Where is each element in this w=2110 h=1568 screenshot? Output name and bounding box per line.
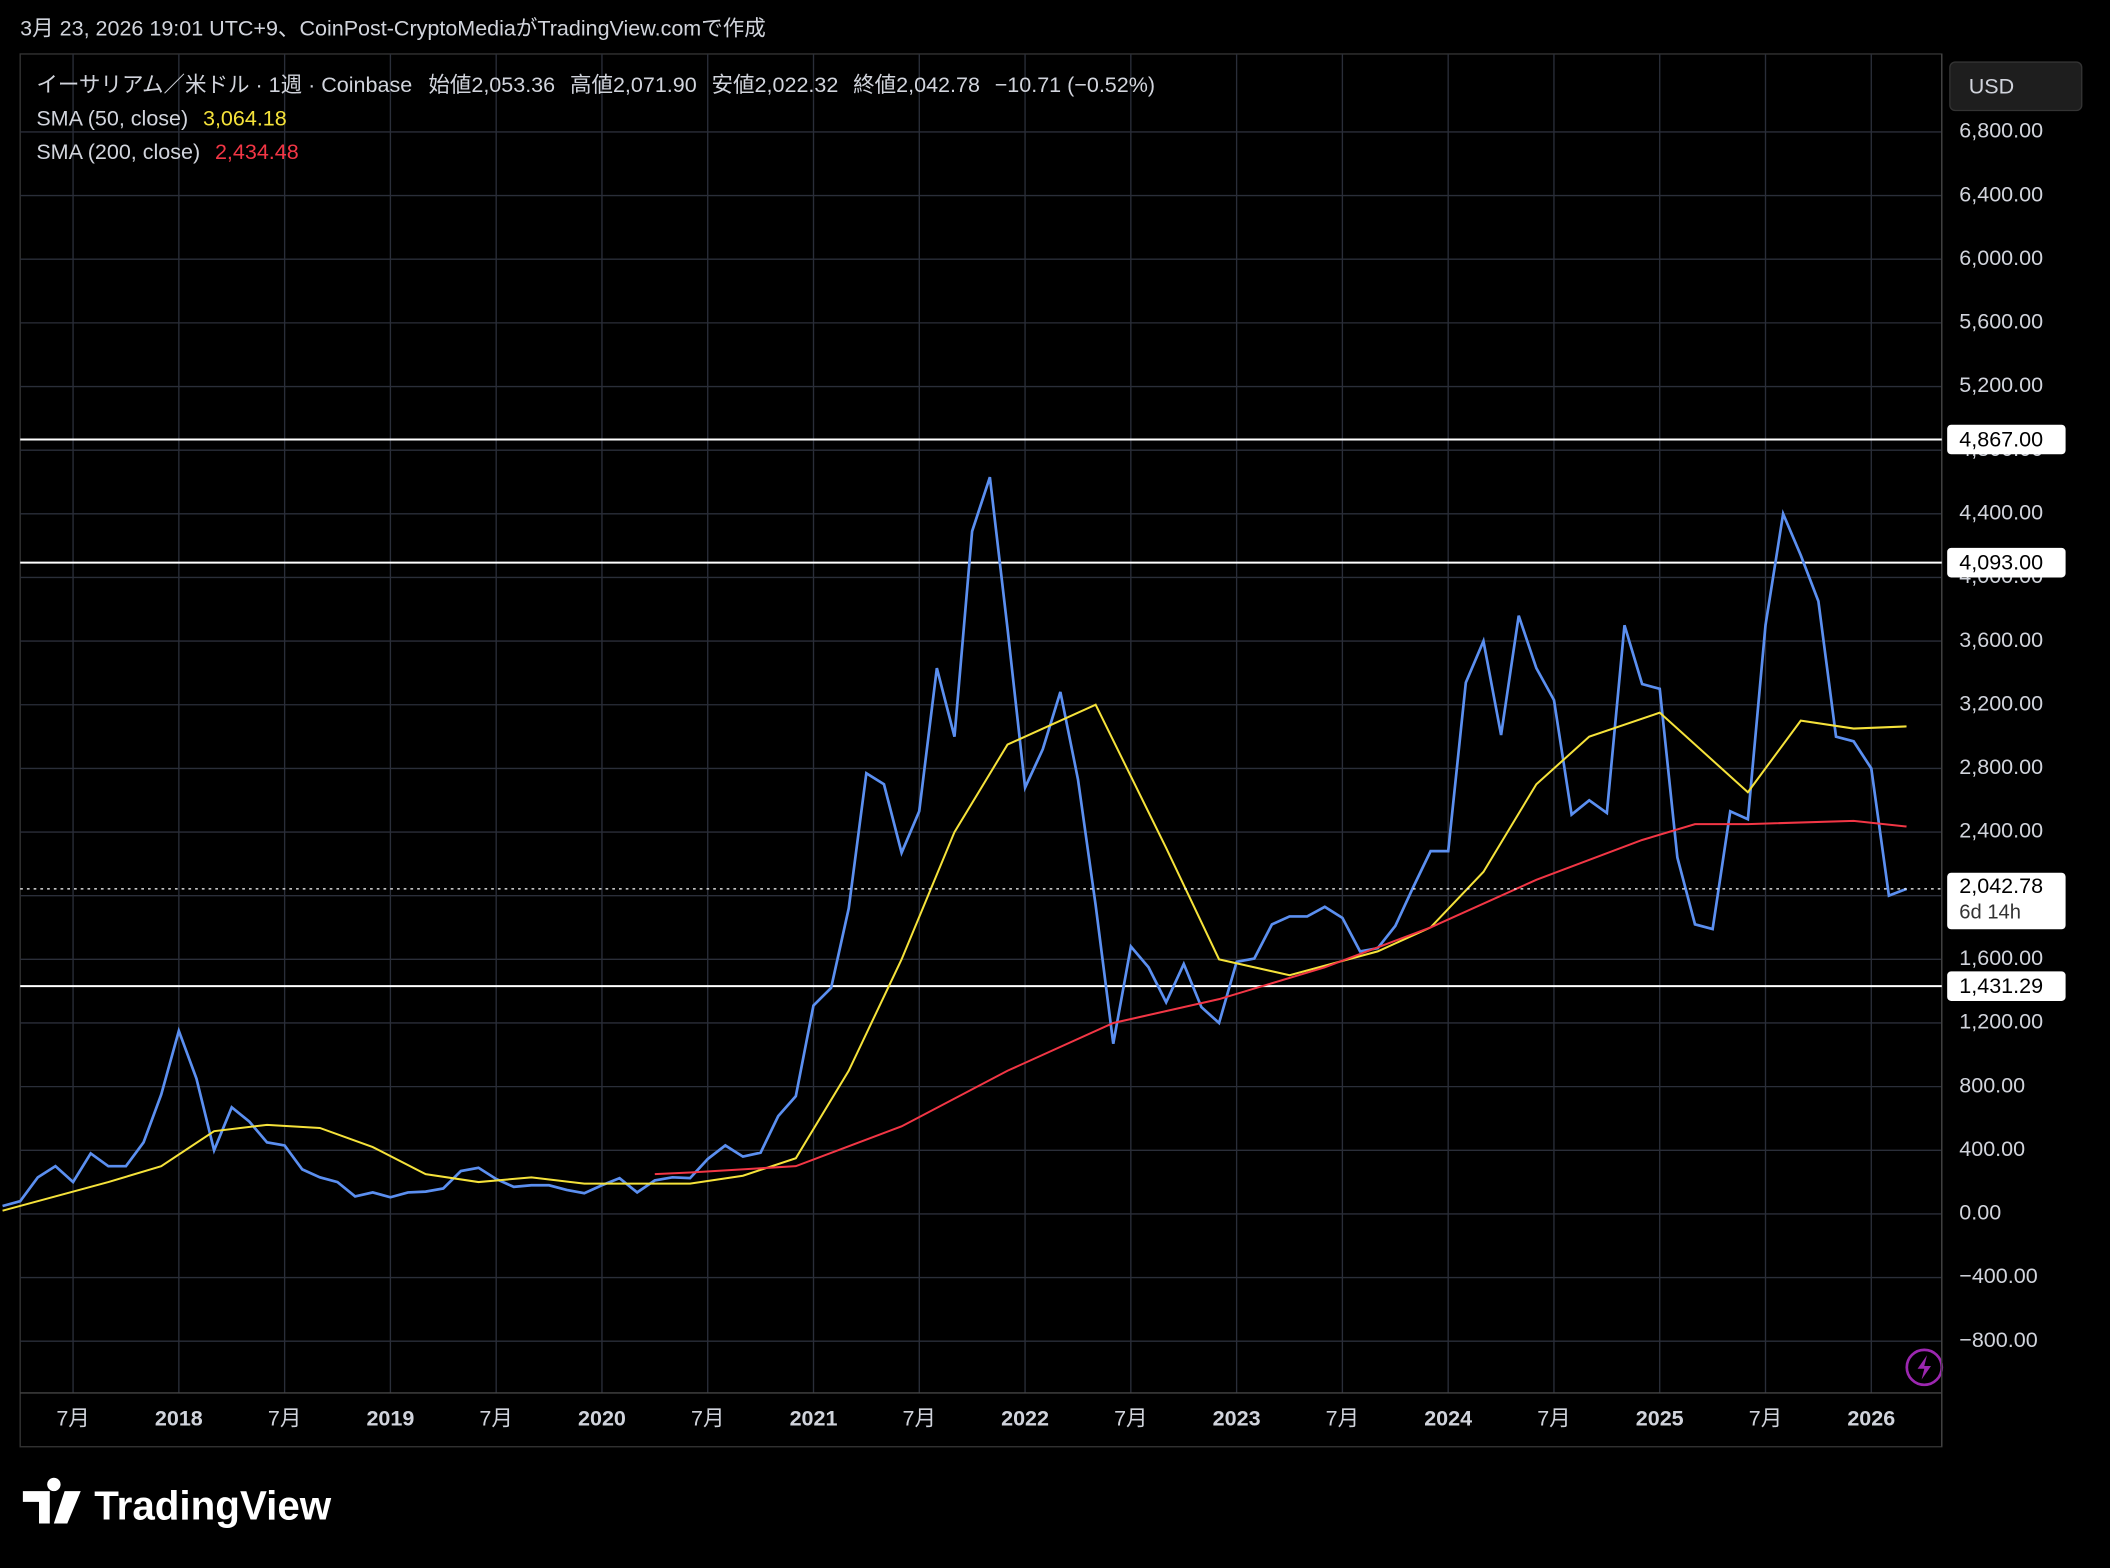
level-label: 1,431.29 bbox=[1959, 974, 2043, 998]
y-tick-label: 2,400.00 bbox=[1959, 819, 2043, 843]
ohlc-value: 始値2,053.36 bbox=[428, 73, 555, 97]
x-tick-label: 7月 bbox=[1749, 1407, 1782, 1431]
ohlc-value: 高値2,071.90 bbox=[570, 73, 697, 97]
plot-frame bbox=[19, 53, 1943, 1448]
x-tick-label: 2024 bbox=[1424, 1407, 1472, 1431]
sma-line bbox=[2, 703, 1907, 1212]
x-tick-label: 2018 bbox=[155, 1407, 203, 1431]
legend-symbol: イーサリアム／米ドル · 1週 · Coinbase bbox=[36, 73, 412, 97]
y-tick-label: 3,600.00 bbox=[1959, 628, 2043, 652]
ohlc-value: 安値2,022.32 bbox=[712, 73, 839, 97]
y-tick-label: 2,800.00 bbox=[1959, 755, 2043, 779]
x-tick-label: 2021 bbox=[790, 1407, 838, 1431]
caption: 3月 23, 2026 19:01 UTC+9、CoinPost-CryptoM… bbox=[20, 16, 766, 40]
y-tick-label: 4,400.00 bbox=[1959, 501, 2043, 525]
y-tick-label: 1,200.00 bbox=[1959, 1010, 2043, 1034]
x-tick-label: 7月 bbox=[56, 1407, 89, 1431]
x-tick-label: 2020 bbox=[578, 1407, 626, 1431]
level-label-box bbox=[1947, 971, 2066, 1001]
ohlc-value: −10.71 (−0.52%) bbox=[995, 73, 1155, 97]
x-tick-label: 7月 bbox=[691, 1407, 724, 1431]
level-label-box bbox=[1947, 547, 2066, 578]
x-tick-label: 2019 bbox=[366, 1407, 414, 1431]
sma-line bbox=[654, 819, 1907, 1176]
level-label: 4,867.00 bbox=[1959, 428, 2043, 452]
countdown: 6d 14h bbox=[1959, 901, 2021, 923]
grid bbox=[20, 53, 1942, 1393]
x-tick-label: 7月 bbox=[1326, 1407, 1359, 1431]
last-price-box bbox=[1947, 872, 2066, 930]
y-tick-label: 6,400.00 bbox=[1959, 182, 2043, 206]
price-line bbox=[2, 476, 1908, 1208]
x-tick-label: 2026 bbox=[1847, 1407, 1895, 1431]
y-tick-label: −400.00 bbox=[1959, 1264, 2037, 1288]
legend-entry: SMA (50, close) bbox=[36, 107, 188, 131]
ohlc-value: 終値2,042.78 bbox=[853, 73, 980, 97]
level-label: 4,093.00 bbox=[1959, 551, 2043, 575]
legend-value: 3,064.18 bbox=[203, 107, 287, 131]
y-tick-label: 3,200.00 bbox=[1959, 691, 2043, 715]
x-tick-label: 2023 bbox=[1213, 1407, 1261, 1431]
y-tick-label: 6,000.00 bbox=[1959, 246, 2043, 270]
last-price-label: 2,042.78 bbox=[1959, 874, 2043, 898]
x-tick-label: 2022 bbox=[1001, 1407, 1049, 1431]
y-tick-label: 6,800.00 bbox=[1959, 119, 2043, 143]
y-tick-label: 400.00 bbox=[1959, 1137, 2025, 1161]
y-tick-label: 5,200.00 bbox=[1959, 373, 2043, 397]
legend-entry: SMA (200, close) bbox=[36, 140, 200, 164]
lightning-icon bbox=[1917, 1355, 1932, 1380]
currency-button[interactable] bbox=[1949, 61, 2083, 112]
x-tick-label: 7月 bbox=[903, 1407, 936, 1431]
level-label-box bbox=[1947, 424, 2066, 455]
x-tick-label: 7月 bbox=[479, 1407, 512, 1431]
y-tick-label: 0.00 bbox=[1959, 1201, 2001, 1225]
x-tick-label: 2025 bbox=[1636, 1407, 1684, 1431]
x-tick-label: 7月 bbox=[268, 1407, 301, 1431]
y-tick-label: 800.00 bbox=[1959, 1073, 2025, 1097]
y-tick-label: −800.00 bbox=[1959, 1328, 2037, 1352]
brand-logo bbox=[22, 1477, 81, 1524]
x-tick-label: 7月 bbox=[1114, 1407, 1147, 1431]
brand: TradingView bbox=[94, 1482, 332, 1528]
legend-value: 2,434.48 bbox=[215, 140, 299, 164]
y-tick-label: 1,600.00 bbox=[1959, 946, 2043, 970]
y-tick-label: 5,600.00 bbox=[1959, 310, 2043, 334]
x-tick-label: 7月 bbox=[1537, 1407, 1570, 1431]
currency: USD bbox=[1969, 74, 2014, 98]
